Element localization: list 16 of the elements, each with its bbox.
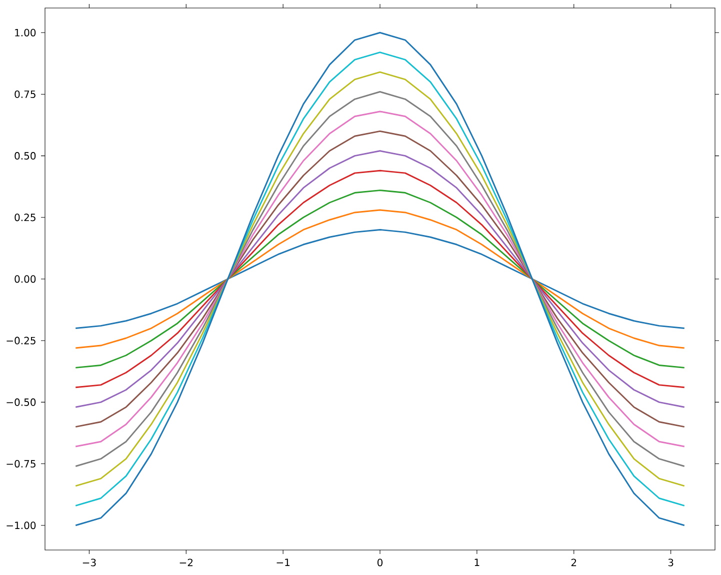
y-tick-label: 0.25 [14, 214, 36, 222]
y-tick-label: −1.00 [6, 522, 36, 530]
x-tick-label: −1 [276, 558, 290, 566]
y-tick-label: 0.50 [14, 152, 36, 160]
x-tick-label: 3 [668, 558, 674, 566]
x-tick-label: 2 [571, 558, 576, 566]
y-tick-label: 0.00 [14, 275, 36, 283]
y-tick-label: 1.00 [15, 28, 36, 36]
y-tick-label: 0.75 [14, 90, 36, 98]
x-tick-label: 0 [377, 558, 383, 566]
y-tick-label: −0.50 [6, 398, 36, 406]
x-tick-label: 1 [474, 558, 480, 566]
y-tick-label: −0.75 [6, 460, 36, 468]
x-tick-label: −3 [82, 558, 96, 566]
y-tick-label: −0.25 [6, 336, 36, 344]
x-tick-label: −2 [180, 558, 192, 566]
